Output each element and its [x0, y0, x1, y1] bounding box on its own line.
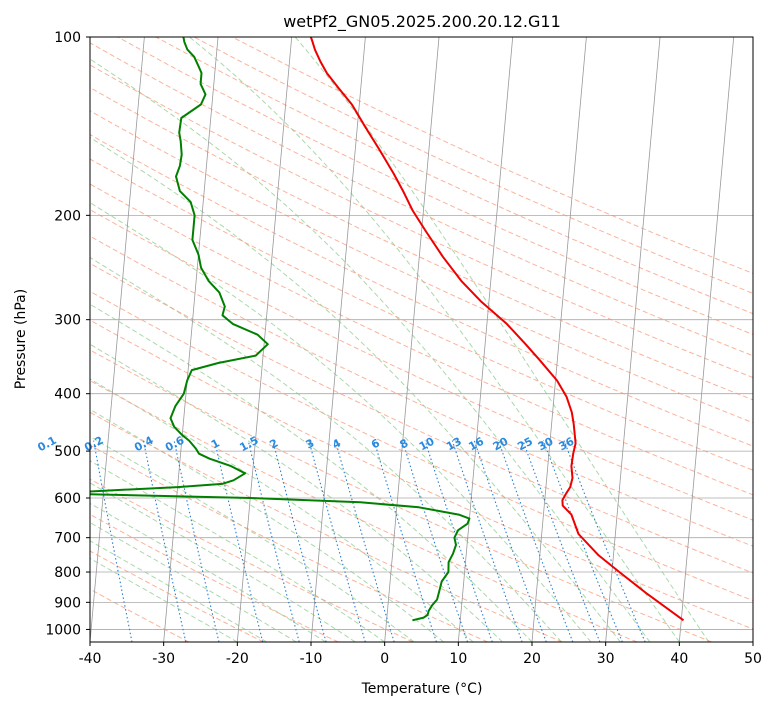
x-tick-label: 30 — [597, 651, 615, 667]
y-tick-label: 500 — [54, 444, 81, 460]
isotherm-line — [384, 37, 440, 642]
x-tick-label: -40 — [79, 651, 102, 667]
isotherm-line — [457, 37, 514, 642]
dry-adiabat-line — [90, 588, 190, 642]
y-tick-label: 400 — [54, 387, 81, 403]
x-tick-label: -20 — [226, 651, 249, 667]
mixing-ratio-lines — [93, 440, 646, 642]
dry-adiabat-line — [90, 134, 753, 447]
moist-adiabat-line — [90, 502, 326, 642]
mixing-ratio-line — [563, 440, 646, 642]
isotherm-line — [163, 37, 219, 642]
isotherm-gridlines — [90, 37, 753, 642]
y-tick-label: 200 — [54, 208, 81, 224]
isobar-gridlines — [90, 37, 753, 630]
moist-adiabat-line — [90, 460, 385, 642]
y-axis-label: Pressure (hPa) — [13, 289, 29, 389]
x-tick-label: -30 — [152, 651, 175, 667]
plot-frame — [89, 36, 754, 643]
isotherm-line — [531, 37, 587, 642]
dry-adiabat-line — [90, 64, 753, 379]
moist-adiabat-line — [90, 343, 503, 642]
mixing-ratio-label: 30 — [536, 435, 556, 454]
moist-adiabat-line — [90, 540, 268, 642]
mixing-ratio-label: 16 — [466, 435, 486, 454]
moist-adiabat-line — [90, 256, 562, 642]
moist-adiabat-line — [90, 136, 621, 642]
dewpoint-trace — [90, 37, 471, 622]
mixing-ratio-label: 36 — [557, 435, 577, 454]
y-tick-label: 300 — [54, 313, 81, 329]
isotherm-line — [90, 37, 145, 642]
y-tick-label: 800 — [54, 565, 81, 581]
dry-adiabat-line — [90, 87, 753, 401]
mixing-ratio-line — [334, 440, 395, 642]
moist-adiabat-line — [90, 408, 444, 642]
x-axis-label: Temperature (°C) — [361, 681, 483, 697]
moist-adiabat-line — [90, 521, 297, 642]
x-axis-ticks: -40 -30 -20 -10 0 10 20 30 40 50 — [79, 642, 762, 667]
moist-adiabat-line — [90, 482, 356, 642]
x-tick-label: 20 — [523, 651, 541, 667]
dry-adiabat-line — [117, 37, 753, 336]
moist-adiabat-line — [90, 378, 474, 642]
dry-adiabat-line — [90, 42, 753, 357]
sounding-traces — [90, 37, 685, 622]
mixing-ratio-line — [93, 440, 133, 642]
mixing-ratio-line — [247, 440, 300, 642]
y-tick-label: 700 — [54, 531, 81, 547]
moist-adiabat-line — [90, 58, 651, 642]
y-tick-label: 1000 — [45, 622, 81, 638]
chart-title: wetPf2_GN05.2025.200.20.12.G11 — [283, 12, 561, 32]
mixing-ratio-line — [272, 440, 327, 642]
dry-adiabat-line — [90, 290, 753, 602]
dry-adiabat-line — [90, 110, 753, 424]
isotherm-line — [605, 37, 661, 642]
dry-adiabat-line — [90, 209, 753, 521]
mixing-ratio-line — [497, 440, 574, 642]
y-axis-ticks: 100 200 300 400 500 600 700 800 900 1000 — [45, 30, 90, 638]
mixing-ratio-line — [214, 440, 264, 642]
mixing-ratio-label: 25 — [515, 435, 535, 454]
mixing-ratio-line — [308, 440, 366, 642]
temperature-trace — [309, 37, 685, 622]
dry-adiabat-line — [90, 380, 638, 642]
moist-adiabat-line — [90, 557, 238, 642]
y-tick-label: 600 — [54, 491, 81, 507]
isotherm-line — [310, 37, 366, 642]
plot-area — [90, 37, 753, 642]
mixing-ratio-label: 10 — [417, 435, 437, 454]
isotherm-line — [236, 37, 293, 642]
dry-adiabat-line — [90, 550, 264, 642]
mixing-ratio-line — [173, 440, 220, 642]
x-tick-label: 50 — [744, 651, 762, 667]
mixing-ratio-line — [142, 440, 187, 642]
y-tick-label: 100 — [54, 30, 81, 46]
dry-adiabat-line — [90, 349, 712, 642]
mixing-ratio-line — [451, 440, 523, 642]
dry-adiabat-line — [90, 478, 414, 642]
mixing-ratio-line — [473, 440, 547, 642]
dry-adiabat-line — [90, 319, 753, 630]
dry-adiabat-line — [90, 235, 753, 547]
isotherm-line — [678, 37, 735, 642]
x-tick-label: -10 — [300, 651, 323, 667]
dry-adiabat-line — [90, 411, 563, 642]
mixing-ratio-label: 20 — [491, 435, 511, 454]
x-tick-label: 40 — [670, 651, 688, 667]
moist-adiabat-line — [90, 435, 415, 642]
x-tick-label: 10 — [449, 651, 467, 667]
dry-adiabat-line — [155, 37, 753, 315]
y-tick-label: 900 — [54, 595, 81, 611]
mixing-ratio-label: 13 — [444, 435, 464, 454]
x-tick-label: 0 — [380, 651, 389, 667]
